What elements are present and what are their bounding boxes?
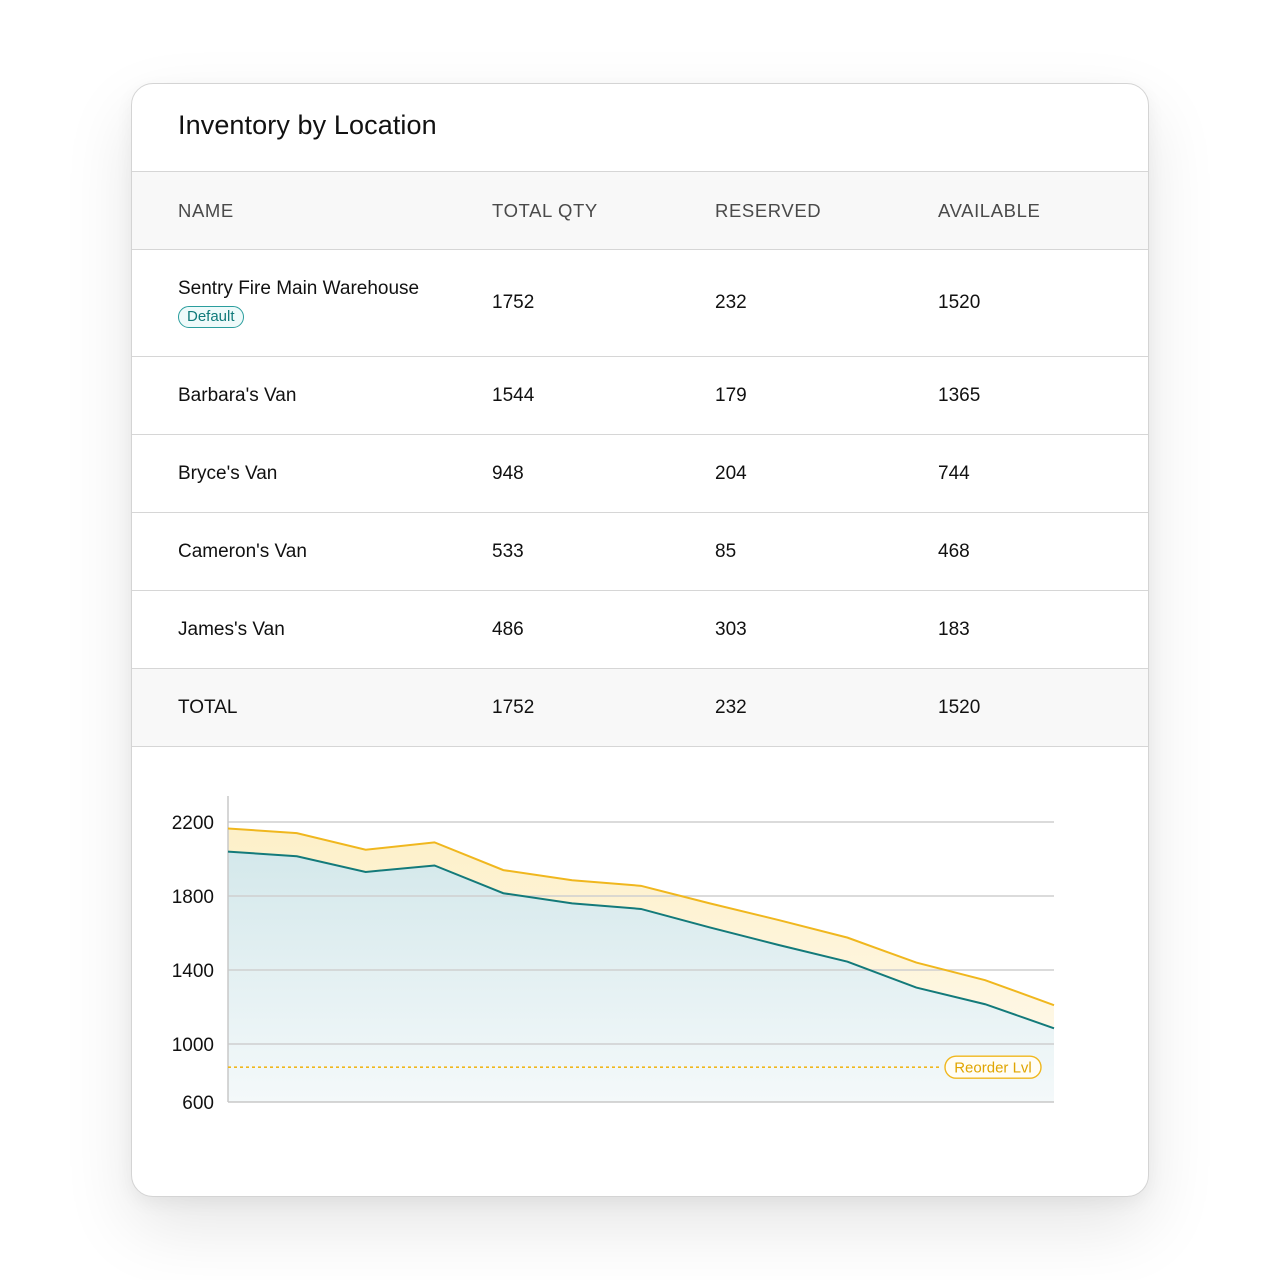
reserved-cell: 303 <box>715 618 747 640</box>
location-name[interactable]: Cameron's Van <box>178 540 307 562</box>
reserved-cell: 204 <box>715 462 747 484</box>
table-row[interactable]: Sentry Fire Main Warehouse Default 1752 … <box>132 249 1148 356</box>
y-tick-label: 1000 <box>172 1035 214 1056</box>
total-qty-cell: 486 <box>492 618 524 640</box>
location-name[interactable]: Barbara's Van <box>178 384 297 406</box>
chart-svg: 2200 1800 1400 1000 600 Reorder Lvl <box>172 796 1055 1114</box>
available-area <box>228 851 1054 1102</box>
y-tick-label: 2200 <box>172 813 214 834</box>
location-name[interactable]: Bryce's Van <box>178 462 278 484</box>
default-badge: Default <box>178 306 244 328</box>
column-header-available[interactable]: AVAILABLE <box>938 199 1041 221</box>
column-header-name[interactable]: NAME <box>178 199 234 221</box>
column-header-total-qty[interactable]: TOTAL QTY <box>492 199 598 221</box>
total-qty-cell: 1752 <box>492 292 535 313</box>
available-cell: 183 <box>938 618 970 640</box>
available-cell: 1520 <box>938 292 981 313</box>
location-name[interactable]: James's Van <box>178 618 285 640</box>
reserved-cell: 179 <box>715 384 747 406</box>
total-row: TOTAL 1752 232 1520 <box>132 668 1148 747</box>
inventory-card: Inventory by Location NAME TOTAL QTY RES… <box>131 83 1149 1197</box>
card-title: Inventory by Location <box>178 110 437 140</box>
total-qty-sum: 1752 <box>492 696 535 718</box>
available-series-line <box>227 850 1055 1030</box>
location-name-cell: Sentry Fire Main Warehouse Default <box>178 278 419 328</box>
reorder-level-label: Reorder Lvl <box>954 1060 1032 1077</box>
y-tick-label: 1800 <box>172 887 214 908</box>
total-series-line <box>227 827 1055 1007</box>
column-header-reserved[interactable]: RESERVED <box>715 199 822 221</box>
total-label: TOTAL <box>178 696 238 718</box>
table-row[interactable]: Bryce's Van 948 204 744 <box>132 434 1148 512</box>
reserved-cell: 232 <box>715 292 747 313</box>
table-header: NAME TOTAL QTY RESERVED AVAILABLE <box>132 171 1148 249</box>
reserved-sum: 232 <box>715 696 747 718</box>
location-name[interactable]: Sentry Fire Main Warehouse <box>178 278 420 299</box>
available-cell: 468 <box>938 540 970 562</box>
available-sum: 1520 <box>938 696 981 718</box>
y-tick-label: 1400 <box>172 961 214 982</box>
y-tick-label: 600 <box>182 1093 214 1114</box>
total-qty-cell: 533 <box>492 540 524 562</box>
available-cell: 1365 <box>938 384 981 406</box>
total-qty-cell: 1544 <box>492 384 535 406</box>
total-qty-cell: 948 <box>492 462 524 484</box>
table-row[interactable]: Barbara's Van 1544 179 1365 <box>132 356 1148 434</box>
available-cell: 744 <box>938 462 970 484</box>
reserved-cell: 85 <box>715 540 737 562</box>
table-row[interactable]: James's Van 486 303 183 <box>132 590 1148 668</box>
reorder-level-pill <box>944 1055 1042 1079</box>
table-row[interactable]: Cameron's Van 533 85 468 <box>132 512 1148 590</box>
inventory-chart: 2200 1800 1400 1000 600 Reorder Lvl <box>132 84 1148 1196</box>
